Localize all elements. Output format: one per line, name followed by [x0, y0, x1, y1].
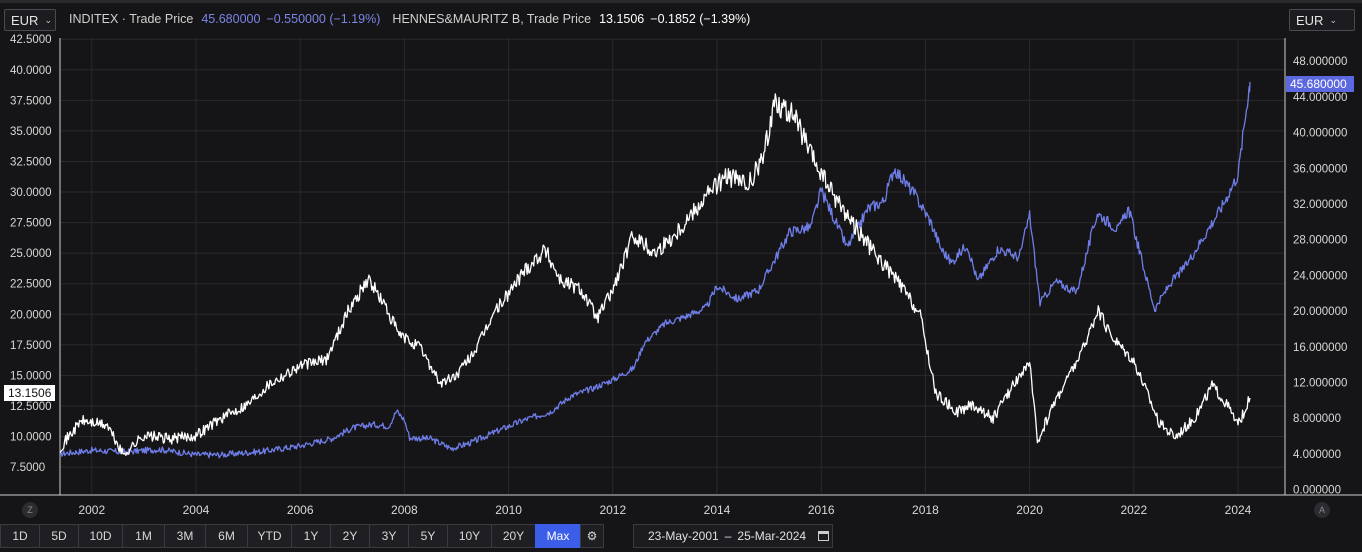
chart-grid: [60, 38, 1285, 494]
y-left-tick-label: 37.5000: [10, 95, 52, 107]
y-right-tick-label: 8.000000: [1293, 413, 1341, 425]
y-left-tick-label: 27.5000: [10, 218, 52, 230]
auto-scale-button[interactable]: A: [1314, 502, 1330, 518]
y-right-tick-label: 4.000000: [1293, 449, 1341, 461]
y-left-tick-label: 32.5000: [10, 156, 52, 168]
y-right-tick-label: 28.000000: [1293, 235, 1347, 247]
range-selector: 1D 5D 10D 1M 3M 6M YTD 1Y 2Y 3Y 5Y 10Y 20Y Max ⚙: [0, 524, 604, 550]
chart-axes: [0, 38, 1362, 496]
range-button-1y[interactable]: 1Y: [291, 524, 331, 548]
y-right-tick-label: 40.000000: [1293, 128, 1347, 140]
chevron-down-icon: ⌄: [1329, 14, 1337, 25]
y-left-tick-label: 22.5000: [10, 279, 52, 291]
range-button-2y[interactable]: 2Y: [330, 524, 370, 548]
date-from: 23-May-2001: [648, 529, 719, 543]
y-right-tick-label: 44.000000: [1293, 92, 1347, 104]
legend-hm-name: HENNES&MAURITZ B, Trade Price: [392, 12, 592, 26]
y-left-tick-label: 20.0000: [10, 309, 52, 321]
date-to: 25-Mar-2024: [737, 529, 807, 543]
zoom-reset-button[interactable]: Z: [22, 502, 38, 518]
currency-label-left: EUR: [11, 12, 39, 28]
date-range-picker[interactable]: 23-May-2001 – 25-Mar-2024: [633, 524, 833, 548]
range-button-1d[interactable]: 1D: [0, 524, 40, 548]
range-button-10d[interactable]: 10D: [78, 524, 123, 548]
x-tick-label: 2022: [1120, 503, 1147, 517]
x-tick-label: 2018: [912, 503, 939, 517]
date-separator: –: [724, 529, 732, 543]
currency-select-right[interactable]: EUR ⌄: [1289, 9, 1355, 31]
range-button-1m[interactable]: 1M: [122, 524, 165, 548]
y-left-tick-label: 10.0000: [10, 432, 52, 444]
range-button-max[interactable]: Max: [535, 524, 581, 548]
x-tick-label: 2008: [391, 503, 418, 517]
x-tick-label: 2024: [1225, 503, 1252, 517]
chart-legend: INDITEX · Trade Price 45.680000 −0.55000…: [69, 12, 750, 26]
x-tick-label: 2004: [183, 503, 210, 517]
legend-inditex-change: −0.550000 (−1.19%): [266, 12, 381, 26]
range-button-3m[interactable]: 3M: [164, 524, 206, 548]
gear-icon[interactable]: ⚙: [580, 524, 604, 548]
x-tick-label: 2002: [78, 503, 105, 517]
range-button-5d[interactable]: 5D: [39, 524, 79, 548]
top-border: [0, 0, 1362, 3]
x-tick-label: 2006: [287, 503, 314, 517]
series-line-inditex: [59, 81, 1251, 459]
y-left-tick-label: 25.0000: [10, 248, 52, 260]
y-right-tick-label: 12.000000: [1293, 377, 1347, 389]
chart-ticks: 7.5000 10.0000 12.5000 15.0000 17.5000 20.000…: [10, 34, 1347, 517]
currency-label-right: EUR: [1296, 12, 1324, 28]
range-button-ytd[interactable]: YTD: [247, 524, 292, 548]
legend-inditex-name: INDITEX · Trade Price: [69, 12, 194, 26]
x-tick-label: 2016: [808, 503, 835, 517]
x-tick-label: 2012: [599, 503, 626, 517]
x-tick-label: 2020: [1016, 503, 1043, 517]
currency-select-left[interactable]: EUR ⌄: [4, 9, 56, 31]
y-right-tick-label: 24.000000: [1293, 270, 1347, 282]
y-left-tick-label: 7.5000: [10, 462, 45, 474]
y-left-tick-label: 17.5000: [10, 340, 52, 352]
range-button-5y[interactable]: 5Y: [408, 524, 448, 548]
chevron-down-icon: ⌄: [44, 14, 52, 25]
last-price-tag-inditex: 45.680000: [1286, 76, 1354, 92]
y-right-tick-label: 48.000000: [1293, 56, 1347, 68]
legend-hm-change: −0.1852 (−1.39%): [650, 12, 751, 26]
calendar-icon[interactable]: [818, 531, 830, 541]
chart-series: [59, 81, 1251, 459]
y-right-tick-label: 32.000000: [1293, 199, 1347, 211]
legend-hm-value: 13.1506: [599, 12, 645, 26]
range-button-10y[interactable]: 10Y: [447, 524, 492, 548]
last-price-tag-hm: 13.1506: [4, 385, 55, 401]
y-right-tick-label: 16.000000: [1293, 342, 1347, 354]
y-left-tick-label: 15.0000: [10, 370, 52, 382]
x-tick-label: 2010: [495, 503, 522, 517]
y-left-tick-label: 30.0000: [10, 187, 52, 199]
y-left-tick-label: 12.5000: [10, 401, 52, 413]
y-right-tick-label: 0.000000: [1293, 485, 1341, 497]
x-tick-label: 2014: [704, 503, 731, 517]
range-button-3y[interactable]: 3Y: [369, 524, 409, 548]
y-left-tick-label: 42.5000: [10, 34, 52, 46]
y-left-tick-label: 35.0000: [10, 126, 52, 138]
y-right-tick-label: 36.000000: [1293, 163, 1347, 175]
series-line-hm: [59, 93, 1251, 456]
y-right-tick-label: 20.000000: [1293, 306, 1347, 318]
legend-inditex-value: 45.680000: [201, 12, 261, 26]
range-button-20y[interactable]: 20Y: [491, 524, 536, 548]
y-left-tick-label: 40.0000: [10, 65, 52, 77]
range-button-6m[interactable]: 6M: [205, 524, 248, 548]
